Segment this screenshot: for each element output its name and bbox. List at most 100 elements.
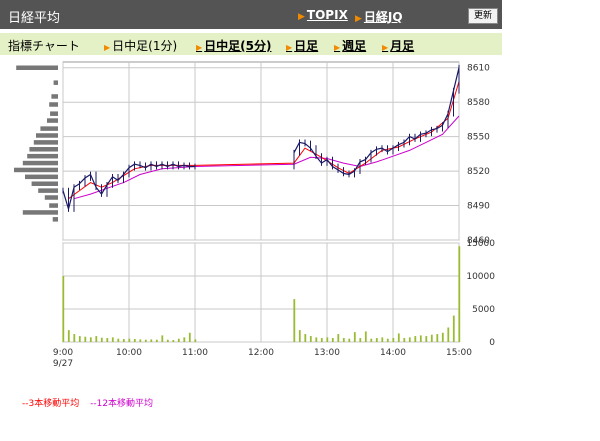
nikkei-jq-link[interactable]: ▶ 日経JQ bbox=[355, 8, 403, 25]
chart-type-bar: 指標チャート ▶ 日中足(1分) ▶ 日中足(5分) ▶ 日足 ▶ 週足 ▶ 月足 bbox=[0, 33, 502, 55]
volume-profile-bar bbox=[16, 65, 58, 70]
volume-profile-bar bbox=[36, 133, 58, 138]
volume-profile-bar bbox=[22, 160, 58, 166]
price-y-tick-label: 8460 bbox=[467, 236, 490, 246]
volume-bar bbox=[364, 331, 367, 342]
header-bar: 日経平均 ▶ TOPIX ▶ 日経JQ 更新 bbox=[0, 0, 502, 29]
volume-bar bbox=[161, 335, 164, 342]
volume-bar bbox=[73, 334, 76, 342]
ma12-line bbox=[73, 115, 460, 200]
volume-bar bbox=[337, 334, 340, 342]
tab-label: 月足 bbox=[390, 39, 415, 53]
x-tick-label: 12:00 bbox=[248, 348, 274, 358]
tab-daily[interactable]: ▶ 日足 bbox=[286, 37, 318, 54]
price-y-tick-label: 8490 bbox=[467, 202, 490, 212]
refresh-button[interactable]: 更新 bbox=[468, 8, 498, 24]
volume-bar bbox=[84, 336, 87, 342]
volume-profile-bar bbox=[50, 111, 58, 116]
volume-bar bbox=[106, 338, 109, 342]
volume-bar bbox=[392, 338, 395, 342]
tab-weekly[interactable]: ▶ 週足 bbox=[334, 37, 366, 54]
tab-intraday-5min[interactable]: ▶ 日中足(5分) bbox=[196, 37, 271, 54]
volume-bar bbox=[359, 338, 362, 342]
tab-label: 日中足(1分) bbox=[112, 39, 178, 53]
volume-profile-bar bbox=[53, 80, 58, 85]
volume-bar bbox=[386, 338, 389, 342]
volume-bar bbox=[353, 332, 356, 342]
volume-bar bbox=[177, 338, 180, 342]
volume-bar bbox=[117, 338, 120, 342]
volume-bar bbox=[419, 335, 422, 342]
volume-profile-bar bbox=[31, 181, 58, 186]
topix-link-label: TOPIX bbox=[306, 8, 348, 22]
volume-bar bbox=[414, 336, 417, 342]
volume-bar bbox=[397, 333, 400, 342]
volume-bar bbox=[62, 276, 65, 342]
price-y-tick-label: 8550 bbox=[467, 133, 490, 143]
volume-profile-bar bbox=[40, 126, 58, 131]
volume-bar bbox=[381, 337, 384, 342]
volume-profile-bar bbox=[29, 147, 58, 152]
volume-bar bbox=[403, 338, 406, 342]
volume-bar bbox=[89, 337, 92, 342]
volume-bar bbox=[320, 338, 323, 342]
price-y-tick-label: 8520 bbox=[467, 167, 490, 177]
volume-profile-bar bbox=[25, 174, 58, 180]
volume-bar bbox=[326, 337, 329, 342]
volume-bar bbox=[309, 336, 312, 342]
tab-label: 日足 bbox=[294, 39, 319, 53]
volume-profile-bar bbox=[51, 94, 58, 99]
volume-profile-bar bbox=[38, 188, 58, 193]
orange-arrow-icon: ▶ bbox=[286, 43, 293, 52]
volume-y-tick-label: 10000 bbox=[466, 272, 495, 282]
volume-profile-bar bbox=[52, 217, 58, 222]
volume-bar bbox=[172, 340, 175, 342]
orange-arrow-icon: ▶ bbox=[104, 43, 111, 52]
volume-bar bbox=[370, 338, 373, 342]
tab-monthly[interactable]: ▶ 月足 bbox=[382, 37, 414, 54]
volume-bar bbox=[155, 339, 158, 342]
volume-bar bbox=[133, 339, 136, 342]
volume-bar bbox=[188, 332, 191, 342]
orange-arrow-icon: ▶ bbox=[382, 43, 389, 52]
volume-bar bbox=[128, 338, 131, 342]
volume-bar bbox=[95, 336, 98, 342]
legend-ma3: --3本移動平均 bbox=[22, 399, 80, 409]
volume-bar bbox=[447, 327, 450, 342]
volume-bar bbox=[122, 339, 125, 342]
date-label: 9/27 bbox=[53, 359, 73, 369]
legend-ma12: --12本移動平均 bbox=[90, 399, 154, 409]
x-tick-label: 14:00 bbox=[380, 348, 406, 358]
topix-link[interactable]: ▶ TOPIX bbox=[298, 8, 348, 22]
volume-bar bbox=[342, 338, 345, 342]
orange-arrow-icon: ▶ bbox=[298, 12, 305, 22]
x-tick-label: 15:00 bbox=[446, 348, 472, 358]
price-y-tick-label: 8610 bbox=[467, 64, 490, 74]
volume-bar bbox=[425, 336, 428, 342]
volume-bar bbox=[166, 339, 169, 342]
tab-label: 日中足(5分) bbox=[204, 39, 272, 53]
volume-bar bbox=[315, 337, 318, 342]
volume-profile-bar bbox=[14, 167, 58, 173]
tab-intraday-1min[interactable]: ▶ 日中足(1分) bbox=[104, 37, 177, 54]
chart-legend: --3本移動平均 --12本移動平均 bbox=[22, 396, 161, 409]
orange-arrow-icon: ▶ bbox=[334, 43, 341, 52]
volume-y-tick-label: 15000 bbox=[466, 239, 495, 249]
x-tick-label: 9:00 bbox=[53, 348, 73, 358]
volume-profile-bar bbox=[44, 195, 58, 200]
volume-bar bbox=[150, 339, 153, 342]
volume-profile-bar bbox=[47, 118, 58, 123]
x-tick-label: 13:00 bbox=[314, 348, 340, 358]
volume-bar bbox=[298, 330, 301, 342]
nikkei-jq-link-label: 日経JQ bbox=[363, 10, 403, 24]
volume-bar bbox=[304, 334, 307, 342]
page-title: 日経平均 bbox=[8, 11, 61, 26]
volume-y-tick-label: 0 bbox=[489, 338, 495, 348]
volume-bar bbox=[293, 299, 296, 342]
volume-y-tick-label: 5000 bbox=[472, 305, 495, 315]
volume-bar bbox=[331, 338, 334, 342]
price-y-tick-label: 8580 bbox=[467, 98, 490, 108]
volume-bar bbox=[452, 315, 455, 342]
volume-bar bbox=[78, 336, 81, 342]
volume-profile-bar bbox=[27, 153, 58, 159]
